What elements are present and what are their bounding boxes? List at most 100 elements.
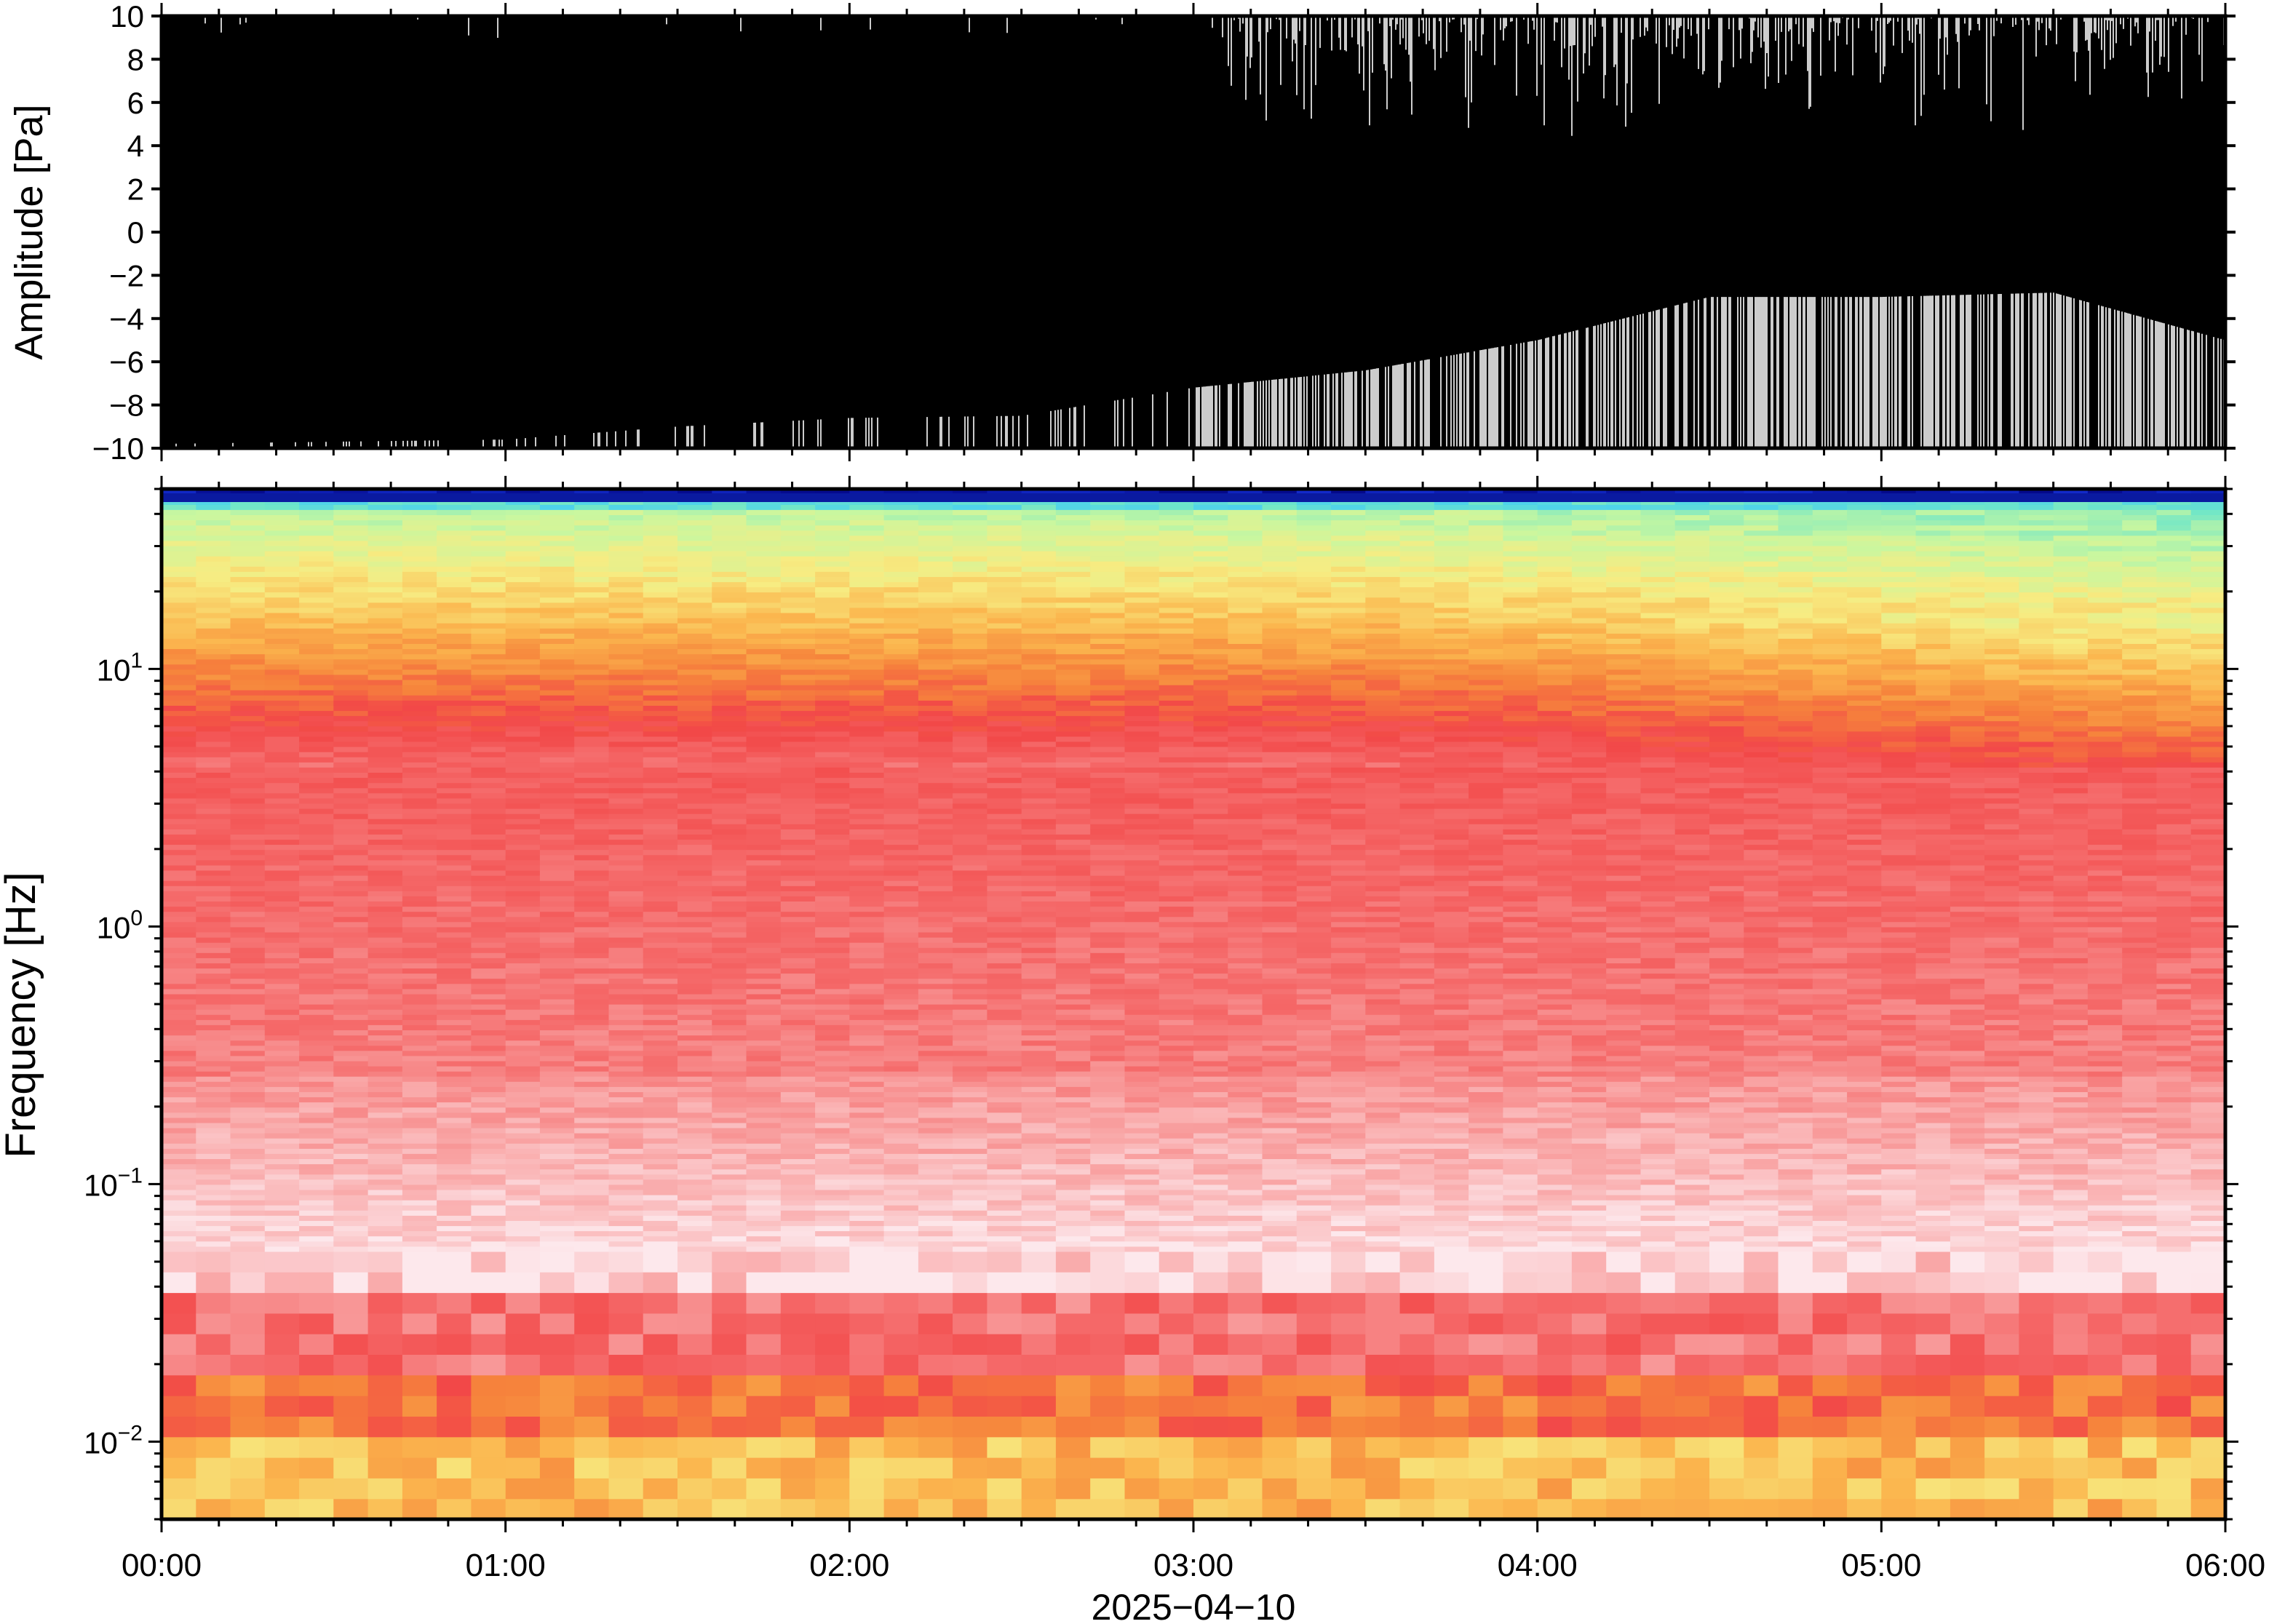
spectrogram-cell [230,777,266,784]
spectrogram-cell [196,725,231,732]
spectrogram-cell [780,1354,816,1376]
spectrogram-cell [1021,1030,1057,1036]
spectrogram-cell [780,1030,816,1036]
spectrogram-cell [574,926,610,933]
spectrogram-cell [162,1055,196,1062]
spectrogram-cell [987,988,1022,995]
spectrogram-cell [746,1179,782,1185]
spectrogram-cell [1090,556,1126,562]
spectrogram-cell [539,1004,575,1010]
spectrogram-cell [1193,1396,1228,1417]
spectrogram-cell [815,674,850,680]
spectrogram-cell [712,489,747,495]
spectrogram-cell [712,1169,747,1175]
spectrogram-cell [608,1024,644,1030]
spectrogram-cell [643,1230,678,1237]
spectrogram-cell [1159,988,1194,995]
spectrogram-cell [987,1313,1022,1334]
spectrogram-cell [608,885,644,891]
spectrogram-cell [987,581,1022,588]
spectrogram-cell [333,1014,369,1020]
waveform-y-tick-label: 4 [127,129,144,163]
spectrogram-cell [367,792,403,799]
spectrogram-cell [505,921,541,928]
spectrogram-cell [849,571,885,577]
spectrogram-cell [953,602,988,608]
spectrogram-cell [1021,1066,1057,1072]
spectrogram-cell [677,762,712,768]
spectrogram-cell [712,885,747,891]
spectrogram-cell [471,1158,506,1165]
spectrogram-cell [505,1050,541,1056]
spectrogram-cell [471,839,506,845]
spectrogram-cell [264,736,300,742]
spectrogram-cell [162,602,196,608]
spectrogram-cell [1090,1133,1126,1139]
spectrogram-cell [987,525,1022,531]
spectrogram-cell [1124,896,1160,901]
spectrogram-cell [264,597,300,603]
spectrogram-cell [1124,782,1160,789]
spectrogram-cell [643,864,678,871]
spectrogram-cell [471,1478,506,1500]
spectrogram-cell [918,1102,953,1108]
spectrogram-cell [471,885,506,891]
spectrogram-cell [299,1091,334,1098]
spectrogram-cell [883,725,919,732]
spectrogram-cell [471,1117,506,1123]
spectrogram-cell [780,1019,816,1025]
spectrogram-cell [1193,1225,1228,1232]
spectrogram-cell [162,1009,196,1015]
spectrogram-cell [1055,1416,1091,1438]
spectrogram-cell [299,947,334,953]
spectrogram-cell [1090,942,1126,948]
spectrogram-cell [780,834,816,840]
spectrogram-cell [333,1179,369,1185]
spectrogram-cell [1021,1138,1057,1144]
spectrogram-cell [574,504,610,510]
spectrogram-cell [987,1133,1022,1139]
spectrogram-cell [402,1143,437,1149]
spectrogram-cell [815,638,850,644]
spectrogram-cell [437,1009,472,1015]
spectrogram-cell [402,875,437,881]
spectrogram-cell [712,1200,747,1206]
spectrogram-cell [712,535,747,541]
spectrogram-cell [1021,1060,1057,1067]
spectrogram-cell [677,1066,712,1072]
spectrogram-cell [918,1045,953,1051]
spectrogram-cell [1055,658,1091,665]
spectrogram-cell [299,581,334,588]
spectrogram-cell [953,839,988,845]
waveform-x-ticks [160,3,2227,461]
spectrogram-cell [196,942,231,948]
spectrogram-cell [677,581,712,588]
spectrogram-cell [1055,628,1091,634]
spectrogram-cell [333,535,369,541]
spectrogram-cell [505,556,541,562]
spectrogram-cell [987,993,1022,1000]
spectrogram-cell [608,1122,644,1129]
spectrogram-cell [953,1457,988,1478]
spectrogram-cell [1055,947,1091,953]
spectrogram-cell [1090,535,1126,541]
spectrogram-cell [712,1220,747,1227]
spectrogram-cell [883,906,919,912]
spectrogram-cell [712,1138,747,1144]
spectrogram-cell [196,1107,231,1113]
spectrogram-cell [815,1195,850,1201]
spectrogram-cell [987,978,1022,984]
spectrogram-cell [953,1220,988,1227]
spectrogram-cell [608,648,644,655]
spectrogram-cell [849,1014,885,1020]
spectrogram-cell [608,504,644,510]
spectrogram-cell [230,571,266,577]
spectrogram-cell [953,618,988,624]
spectrogram-cell [196,824,231,829]
spectrogram-cell [367,1153,403,1159]
spectrogram-cell [471,998,506,1005]
spectrogram-cell [712,896,747,901]
spectrogram-cell [608,911,644,918]
spectrogram-cell [1124,1230,1160,1237]
